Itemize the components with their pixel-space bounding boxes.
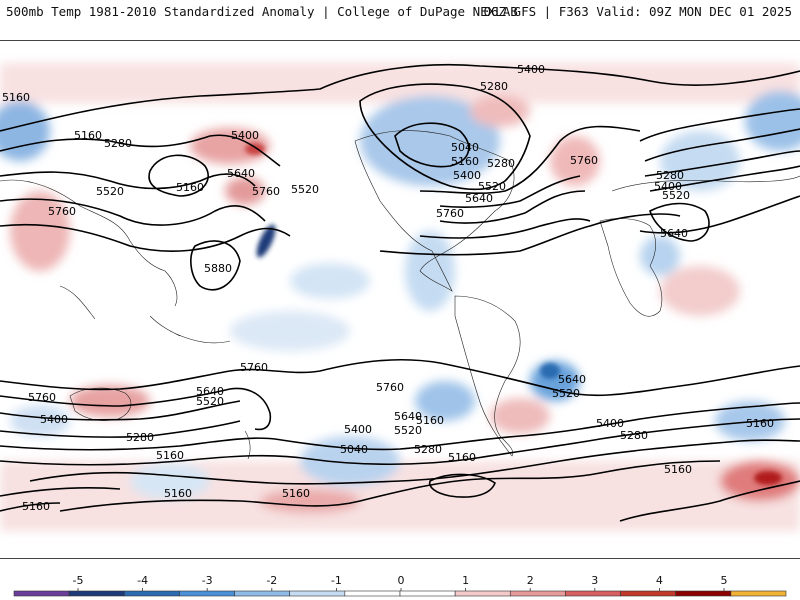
svg-text:5880: 5880	[204, 262, 232, 275]
strong-anomaly-cores	[245, 143, 782, 485]
colorbar-swatch	[675, 590, 732, 597]
model-run-info: 06Z GFS | F363 Valid: 09Z MON DEC 01 202…	[483, 4, 792, 19]
colorbar-swatches	[13, 590, 787, 597]
colorbar-swatch	[68, 590, 125, 597]
colorbar-tick-label: 0	[398, 574, 405, 587]
svg-text:5520: 5520	[662, 189, 690, 202]
svg-text:5760: 5760	[252, 185, 280, 198]
svg-text:5160: 5160	[176, 181, 204, 194]
svg-text:5640: 5640	[227, 167, 255, 180]
svg-text:5520: 5520	[291, 183, 319, 196]
svg-text:5280: 5280	[104, 137, 132, 150]
svg-text:5640: 5640	[196, 385, 224, 398]
svg-text:5280: 5280	[126, 431, 154, 444]
colorbar-swatch	[13, 590, 70, 597]
svg-text:5280: 5280	[480, 80, 508, 93]
svg-text:5760: 5760	[436, 207, 464, 220]
colorbar-tick-label: -3	[202, 574, 213, 587]
anomaly-shading	[0, 63, 800, 531]
svg-text:5400: 5400	[453, 169, 481, 182]
svg-text:5160: 5160	[282, 487, 310, 500]
svg-text:5160: 5160	[746, 417, 774, 430]
colorbar-tick-label: -2	[266, 574, 277, 587]
colorbar-tick-label: -1	[331, 574, 342, 587]
colorbar-svg: -5 -4 -3 -2 -1 0 1 2 3 4 5	[13, 574, 787, 597]
svg-text:5760: 5760	[376, 381, 404, 394]
map-panel: 5400 5280 5160 5280 5400 5640 5520 5760 …	[0, 40, 800, 559]
svg-text:5400: 5400	[654, 180, 682, 193]
svg-text:5520: 5520	[478, 180, 506, 193]
colorbar-tick-label: 1	[462, 574, 469, 587]
height-contours	[0, 63, 800, 522]
colorbar-swatch	[620, 590, 677, 597]
svg-text:5760: 5760	[570, 154, 598, 167]
svg-text:5400: 5400	[517, 63, 545, 76]
colorbar-tick-label: 2	[527, 574, 534, 587]
colorbar-tick-label: -4	[137, 574, 148, 587]
svg-text:5160: 5160	[164, 487, 192, 500]
colorbar-swatch	[509, 590, 566, 597]
svg-text:5160: 5160	[74, 129, 102, 142]
svg-text:5520: 5520	[394, 424, 422, 437]
anomaly-map: 5400 5280 5160 5280 5400 5640 5520 5760 …	[0, 63, 800, 531]
colorbar-tick-label: 3	[591, 574, 598, 587]
svg-text:5760: 5760	[28, 391, 56, 404]
svg-text:5160: 5160	[664, 463, 692, 476]
colorbar-swatch	[399, 590, 456, 597]
colorbar-tick-labels: -5 -4 -3 -2 -1 0 1 2 3 4 5	[73, 574, 728, 591]
svg-text:5160: 5160	[22, 500, 50, 513]
colorbar-swatch	[123, 590, 180, 597]
svg-text:5640: 5640	[394, 410, 422, 423]
svg-text:5520: 5520	[96, 185, 124, 198]
svg-text:5520: 5520	[552, 387, 580, 400]
svg-text:5640: 5640	[660, 227, 688, 240]
svg-text:5280: 5280	[620, 429, 648, 442]
svg-text:5280: 5280	[487, 157, 515, 170]
map-title: 500mb Temp 1981-2010 Standardized Anomal…	[6, 4, 518, 19]
svg-text:5520: 5520	[196, 395, 224, 408]
svg-text:5760: 5760	[48, 205, 76, 218]
svg-text:5160: 5160	[448, 451, 476, 464]
svg-text:5040: 5040	[451, 141, 479, 154]
svg-text:5400: 5400	[40, 413, 68, 426]
svg-text:5400: 5400	[344, 423, 372, 436]
colorbar-swatch	[565, 590, 621, 597]
colorbar-swatch	[179, 590, 235, 597]
svg-text:5400: 5400	[596, 417, 624, 430]
colorbar-tick-label: 5	[721, 574, 728, 587]
svg-text:5160: 5160	[2, 91, 30, 104]
colorbar-swatch	[730, 590, 787, 597]
svg-text:5040: 5040	[340, 443, 368, 456]
svg-text:5160: 5160	[156, 449, 184, 462]
colorbar-swatch	[289, 590, 346, 597]
svg-text:5160: 5160	[416, 414, 444, 427]
contour-labels: 5400 5280 5160 5280 5400 5640 5520 5760 …	[2, 63, 774, 513]
colorbar: -5 -4 -3 -2 -1 0 1 2 3 4 5	[0, 572, 800, 600]
colorbar-swatch	[344, 590, 401, 597]
coastlines	[0, 130, 800, 460]
svg-text:5400: 5400	[231, 129, 259, 142]
svg-text:5760: 5760	[240, 361, 268, 374]
svg-text:5640: 5640	[465, 192, 493, 205]
svg-text:5160: 5160	[451, 155, 479, 168]
colorbar-swatch	[234, 590, 291, 597]
svg-text:5280: 5280	[414, 443, 442, 456]
svg-text:5280: 5280	[656, 169, 684, 182]
colorbar-tick-label: 4	[656, 574, 663, 587]
svg-text:5640: 5640	[558, 373, 586, 386]
colorbar-swatch	[454, 590, 511, 597]
colorbar-tick-label: -5	[73, 574, 84, 587]
